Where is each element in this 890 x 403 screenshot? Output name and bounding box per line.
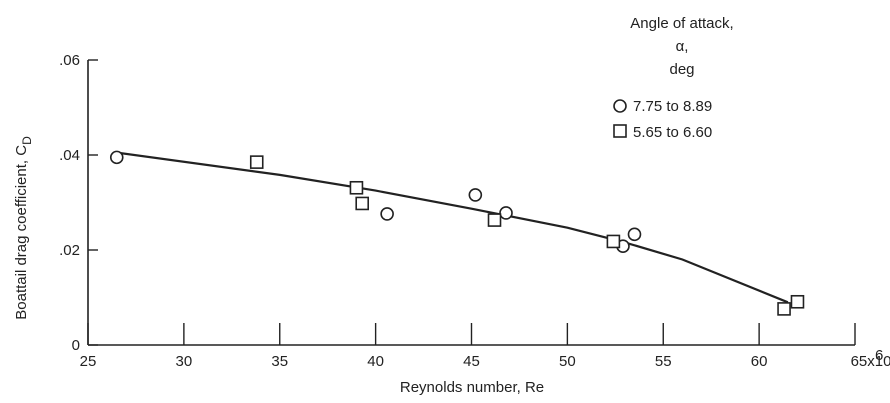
y-tick-label: .02 (59, 242, 80, 259)
x-tick-label: 40 (367, 353, 384, 370)
legend-entry-square: 5.65 to 6.60 (633, 124, 712, 141)
x-tick-label: 50 (559, 353, 576, 370)
x-tick-label: 25 (80, 353, 97, 370)
y-tick-label: .04 (59, 147, 80, 164)
axes (87, 60, 855, 346)
data-point-square (790, 294, 805, 309)
legend-circle-marker (613, 99, 627, 113)
legend-square-marker (613, 124, 627, 138)
data-point-circle (468, 188, 483, 202)
data-point-circle (499, 206, 513, 220)
data-points (109, 150, 805, 316)
x-tick-label: 55 (655, 353, 672, 370)
y-axis-label: Boattail drag coefficient, CD (13, 136, 34, 320)
legend: Angle of attack, α, deg 7.75 to 8.89 5.6… (613, 15, 734, 141)
x-tick-label: 30 (176, 353, 193, 370)
data-point-circle (627, 227, 642, 242)
legend-entry-circle: 7.75 to 8.89 (633, 98, 712, 115)
legend-title-line-1: Angle of attack, (630, 15, 733, 32)
data-point-square (355, 196, 370, 211)
data-point-square (606, 234, 621, 249)
x-tick-label: 65x10 (851, 353, 890, 370)
x-tick-label: 35 (271, 353, 288, 370)
y-ticks: 0 .02 .04 .06 (59, 52, 98, 354)
fit-line (116, 151, 789, 304)
data-point-square (777, 302, 791, 316)
fit-line-group (116, 151, 789, 304)
y-axis-label-text: Boattail drag coefficient, C (13, 145, 30, 320)
x-axis-label: Reynolds number, Re (400, 379, 544, 396)
data-point-circle (380, 207, 394, 221)
data-point-square (349, 180, 364, 195)
data-point-square (487, 213, 502, 227)
x-ticks: 25 30 35 40 45 50 55 60 65x10 (80, 323, 890, 370)
x-tick-label: 45 (463, 353, 480, 370)
x-axis-exponent: 6 (875, 347, 883, 364)
legend-title-line-3: deg (669, 61, 694, 78)
y-axis-label-subscript: D (20, 136, 34, 145)
data-point-circle (109, 150, 124, 165)
data-point-square (249, 155, 264, 169)
legend-title-line-2: α, (676, 38, 689, 55)
x-tick-label: 60 (751, 353, 768, 370)
y-tick-label: 0 (72, 337, 80, 354)
y-tick-label: .06 (59, 52, 80, 69)
